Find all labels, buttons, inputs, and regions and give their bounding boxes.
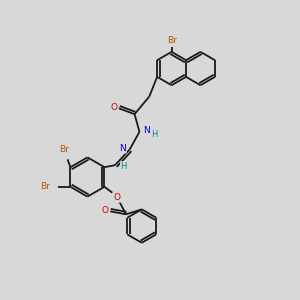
Text: Br: Br bbox=[167, 36, 176, 45]
Text: O: O bbox=[110, 103, 118, 112]
Text: Br: Br bbox=[40, 182, 50, 191]
Text: Br: Br bbox=[58, 145, 68, 154]
Text: H: H bbox=[121, 162, 127, 171]
Text: O: O bbox=[114, 193, 121, 202]
Text: N: N bbox=[119, 144, 126, 153]
Text: H: H bbox=[151, 130, 158, 139]
Text: N: N bbox=[143, 126, 150, 135]
Text: O: O bbox=[102, 206, 109, 215]
